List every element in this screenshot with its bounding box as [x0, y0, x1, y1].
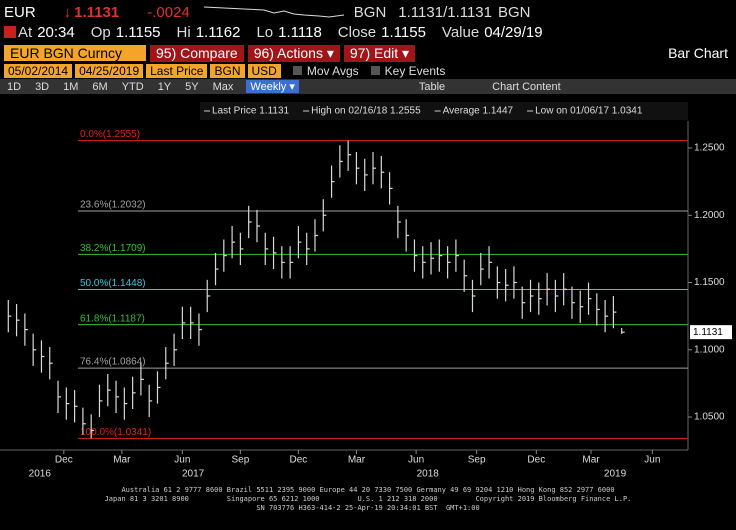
change: -.0024 [147, 3, 190, 21]
stat-value: 1.1118 [278, 23, 322, 41]
period-button[interactable]: 5Y [185, 80, 199, 93]
box-icon [4, 26, 16, 38]
security[interactable]: EUR BGN Curncy [4, 45, 146, 61]
y-tick-label: 1.1000 [694, 344, 725, 355]
fib-label: 50.0%(1.1448) [80, 278, 146, 289]
year-label: 2016 [29, 469, 52, 480]
input-field[interactable]: 04/25/2019 [75, 63, 144, 78]
stat-label: Close [337, 23, 377, 41]
x-tick-label: Mar [113, 455, 131, 466]
fib-label: 100.0%(1.0341) [80, 427, 151, 438]
y-tick-label: 1.2500 [694, 143, 725, 154]
fib-label: 23.6%(1.2032) [80, 200, 146, 211]
x-tick-label: Dec [55, 455, 73, 466]
y-tick-label: 1.0500 [694, 412, 725, 423]
toggle[interactable]: Mov Avgs [306, 63, 359, 78]
input-field[interactable]: USD [247, 63, 281, 78]
period-button[interactable]: 1D [7, 80, 22, 93]
period-button[interactable]: YTD [121, 80, 144, 93]
stat-value: 1.1155 [115, 23, 161, 41]
period-button[interactable]: 1Y [157, 80, 172, 93]
input-field[interactable]: 05/02/2014 [4, 63, 73, 78]
stat-label: Op [90, 23, 111, 41]
stat-value: 20:34 [37, 23, 75, 41]
legend-entry: High on 02/16/18 1.2555 [311, 106, 421, 117]
x-tick-label: Mar [348, 455, 366, 466]
chart: Last Price 1.1131 High on 02/16/18 1.2555… [0, 102, 732, 480]
checkbox[interactable] [292, 66, 302, 75]
stats-row: At 20:34 Op 1.1155 Hi 1.1162 Lo 1.1118 Close 1.11… [0, 22, 736, 42]
legend-bg [200, 102, 688, 120]
footer-line: Japan 81 3 3201 8900 Singapore 65 6212 1… [104, 495, 632, 503]
stat-label: At [18, 23, 33, 41]
chart-content[interactable]: Chart Content [492, 80, 561, 93]
input-field[interactable]: Last Price [146, 63, 208, 78]
period-button[interactable]: 1M [63, 80, 79, 93]
title-row: EUR BGN Curncy 95) Compare 96) Actions ▾ 9… [0, 44, 736, 62]
toolbar-button[interactable]: 96) Actions ▾ [247, 44, 340, 62]
y-tick-label: 1.1500 [694, 277, 725, 288]
x-tick-label: Jun [408, 455, 424, 466]
legend-entry: Low on 01/06/17 1.0341 [535, 106, 643, 117]
legend-entry: Last Price 1.1131 [212, 106, 290, 117]
stat-label: Value [441, 23, 480, 41]
last-price-tag [690, 325, 732, 340]
fib-label: 76.4%(1.0864) [80, 357, 146, 368]
toggle[interactable]: Key Events [384, 63, 446, 78]
down-arrow: ↓ [63, 3, 72, 21]
period-button[interactable]: 6M [92, 80, 108, 93]
x-tick-label: Sep [231, 455, 249, 466]
fields-row: 05/02/2014 04/25/2019 Last Price BGN USD Mov … [0, 63, 736, 78]
quote-right: BGN [498, 3, 531, 21]
stat-label: Hi [176, 23, 191, 41]
fib-label: 38.2%(1.1709) [80, 243, 146, 254]
checkbox[interactable] [370, 66, 380, 75]
input-field[interactable]: BGN [210, 63, 245, 78]
quote: 1.1131/1.1131 [398, 3, 492, 21]
year-label: 2017 [182, 469, 205, 480]
sparkline [203, 6, 344, 18]
x-tick-label: Sep [468, 455, 486, 466]
year-label: 2019 [604, 469, 627, 480]
x-tick-label: Mar [582, 455, 600, 466]
period-row: 1D 3D 1M 6M YTD 1Y 5Y Max Weekly ▾ Table Chart Con… [0, 79, 736, 94]
fib-label: 0.0%(1.2555) [80, 129, 140, 140]
stat-value: 1.1162 [195, 23, 241, 41]
toolbar-button[interactable]: 95) Compare [150, 44, 244, 62]
fib-label: 61.8%(1.1187) [80, 313, 145, 324]
period-button[interactable]: Max [212, 80, 234, 93]
last-price-label: 1.1131 [693, 327, 723, 338]
legend-entry: Average 1.1447 [443, 106, 514, 117]
quote-left: BGN [353, 3, 387, 21]
x-tick-label: Dec [527, 455, 545, 466]
ticker: EUR [4, 3, 36, 21]
stat-label: Lo [256, 23, 274, 41]
frequency[interactable]: Weekly ▾ [246, 80, 299, 93]
quote-row: EUR ↓ 1.1131 -.0024 BGN 1.1131/1.1131 BG… [0, 2, 736, 22]
price: 1.1131 [74, 3, 120, 21]
year-label: 2018 [417, 469, 440, 480]
x-tick-label: Dec [290, 455, 308, 466]
x-tick-label: Jun [644, 455, 660, 466]
footer: Australia 61 2 9777 8600 Brazil 5511 239… [0, 486, 736, 513]
stat-value: 04/29/19 [484, 23, 543, 41]
footer-line: Australia 61 2 9777 8600 Brazil 5511 239… [121, 486, 615, 494]
toolbar-button[interactable]: 97) Edit ▾ [343, 44, 416, 62]
stat-value: 1.1155 [381, 23, 426, 41]
footer-line: SN 703776 H363-414-2 25-Apr-19 20:34:01 … [256, 504, 480, 512]
y-tick-label: 1.2000 [694, 210, 725, 221]
period-button[interactable]: 3D [35, 80, 50, 93]
table-button[interactable]: Table [418, 80, 446, 93]
chart-kind: Bar Chart [668, 45, 728, 61]
x-tick-label: Jun [174, 455, 190, 466]
